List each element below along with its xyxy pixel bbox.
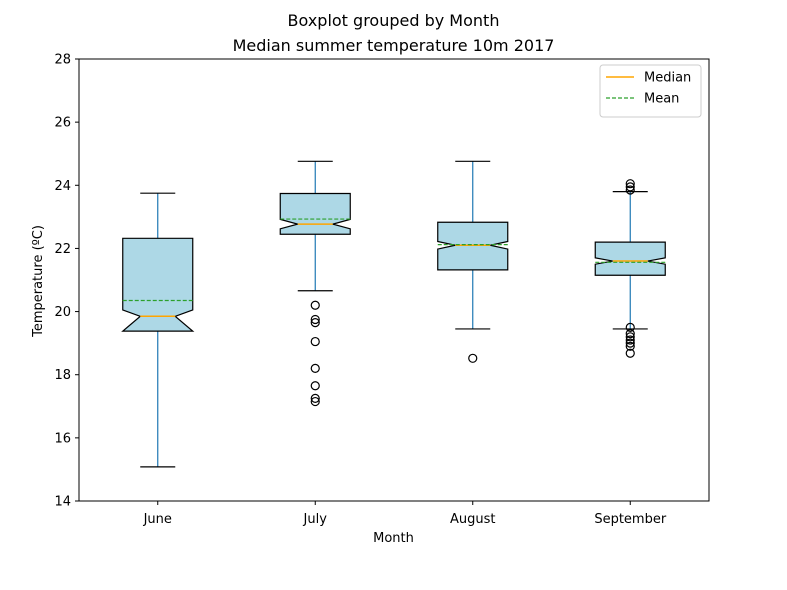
outlier-point (310, 393, 320, 403)
x-axis-label: Month (373, 531, 414, 546)
plot-area: 14 16 18 20 22 24 26 28 June July August September (54, 53, 666, 528)
legend-label-median: Median (644, 71, 691, 86)
outlier-point (310, 336, 320, 347)
outlier-point (468, 353, 478, 363)
box-group-september (594, 179, 666, 358)
x-tick-label: August (450, 512, 496, 527)
outlier-point (625, 182, 635, 192)
y-tick-label: 26 (54, 116, 71, 131)
chart-title: Median summer temperature 10m 2017 (233, 36, 555, 55)
outlier-point (310, 396, 320, 407)
legend-label-mean: Mean (644, 92, 679, 107)
axes-frame (78, 58, 710, 502)
box (121, 237, 195, 332)
outlier-point (310, 381, 320, 391)
outlier-point (625, 329, 635, 339)
legend: Median Mean (599, 64, 702, 118)
chart-suptitle: Boxplot grouped by Month (288, 11, 500, 30)
y-tick-label: 18 (54, 368, 71, 383)
x-tick-label: July (303, 512, 328, 527)
outlier-point (625, 185, 635, 195)
box-group-july (279, 160, 351, 407)
legend-frame (599, 64, 702, 118)
outlier-point (625, 338, 635, 348)
outlier-point (310, 300, 320, 310)
outlier-point (625, 348, 635, 358)
y-tick-label: 24 (54, 179, 71, 194)
box-group-august (437, 160, 509, 363)
outlier-point (310, 363, 320, 373)
y-tick-label: 28 (54, 53, 71, 68)
x-tick-label: September (594, 512, 667, 527)
outlier-point (625, 332, 635, 342)
y-tick-label: 16 (54, 431, 71, 446)
outlier-point (625, 335, 635, 345)
outlier-point (625, 341, 635, 351)
box (279, 192, 351, 235)
x-tick-label: June (143, 512, 172, 527)
box (437, 221, 509, 271)
box (594, 241, 666, 276)
outlier-point (625, 179, 635, 189)
outlier-point (625, 322, 635, 332)
outlier-point (310, 314, 320, 325)
outlier-point (310, 318, 320, 328)
y-tick-label: 20 (54, 305, 71, 320)
box-group-june (121, 192, 195, 468)
y-axis-label: Temperature (ºC) (31, 225, 46, 338)
y-tick-label: 14 (54, 495, 71, 510)
y-tick-label: 22 (54, 242, 71, 257)
